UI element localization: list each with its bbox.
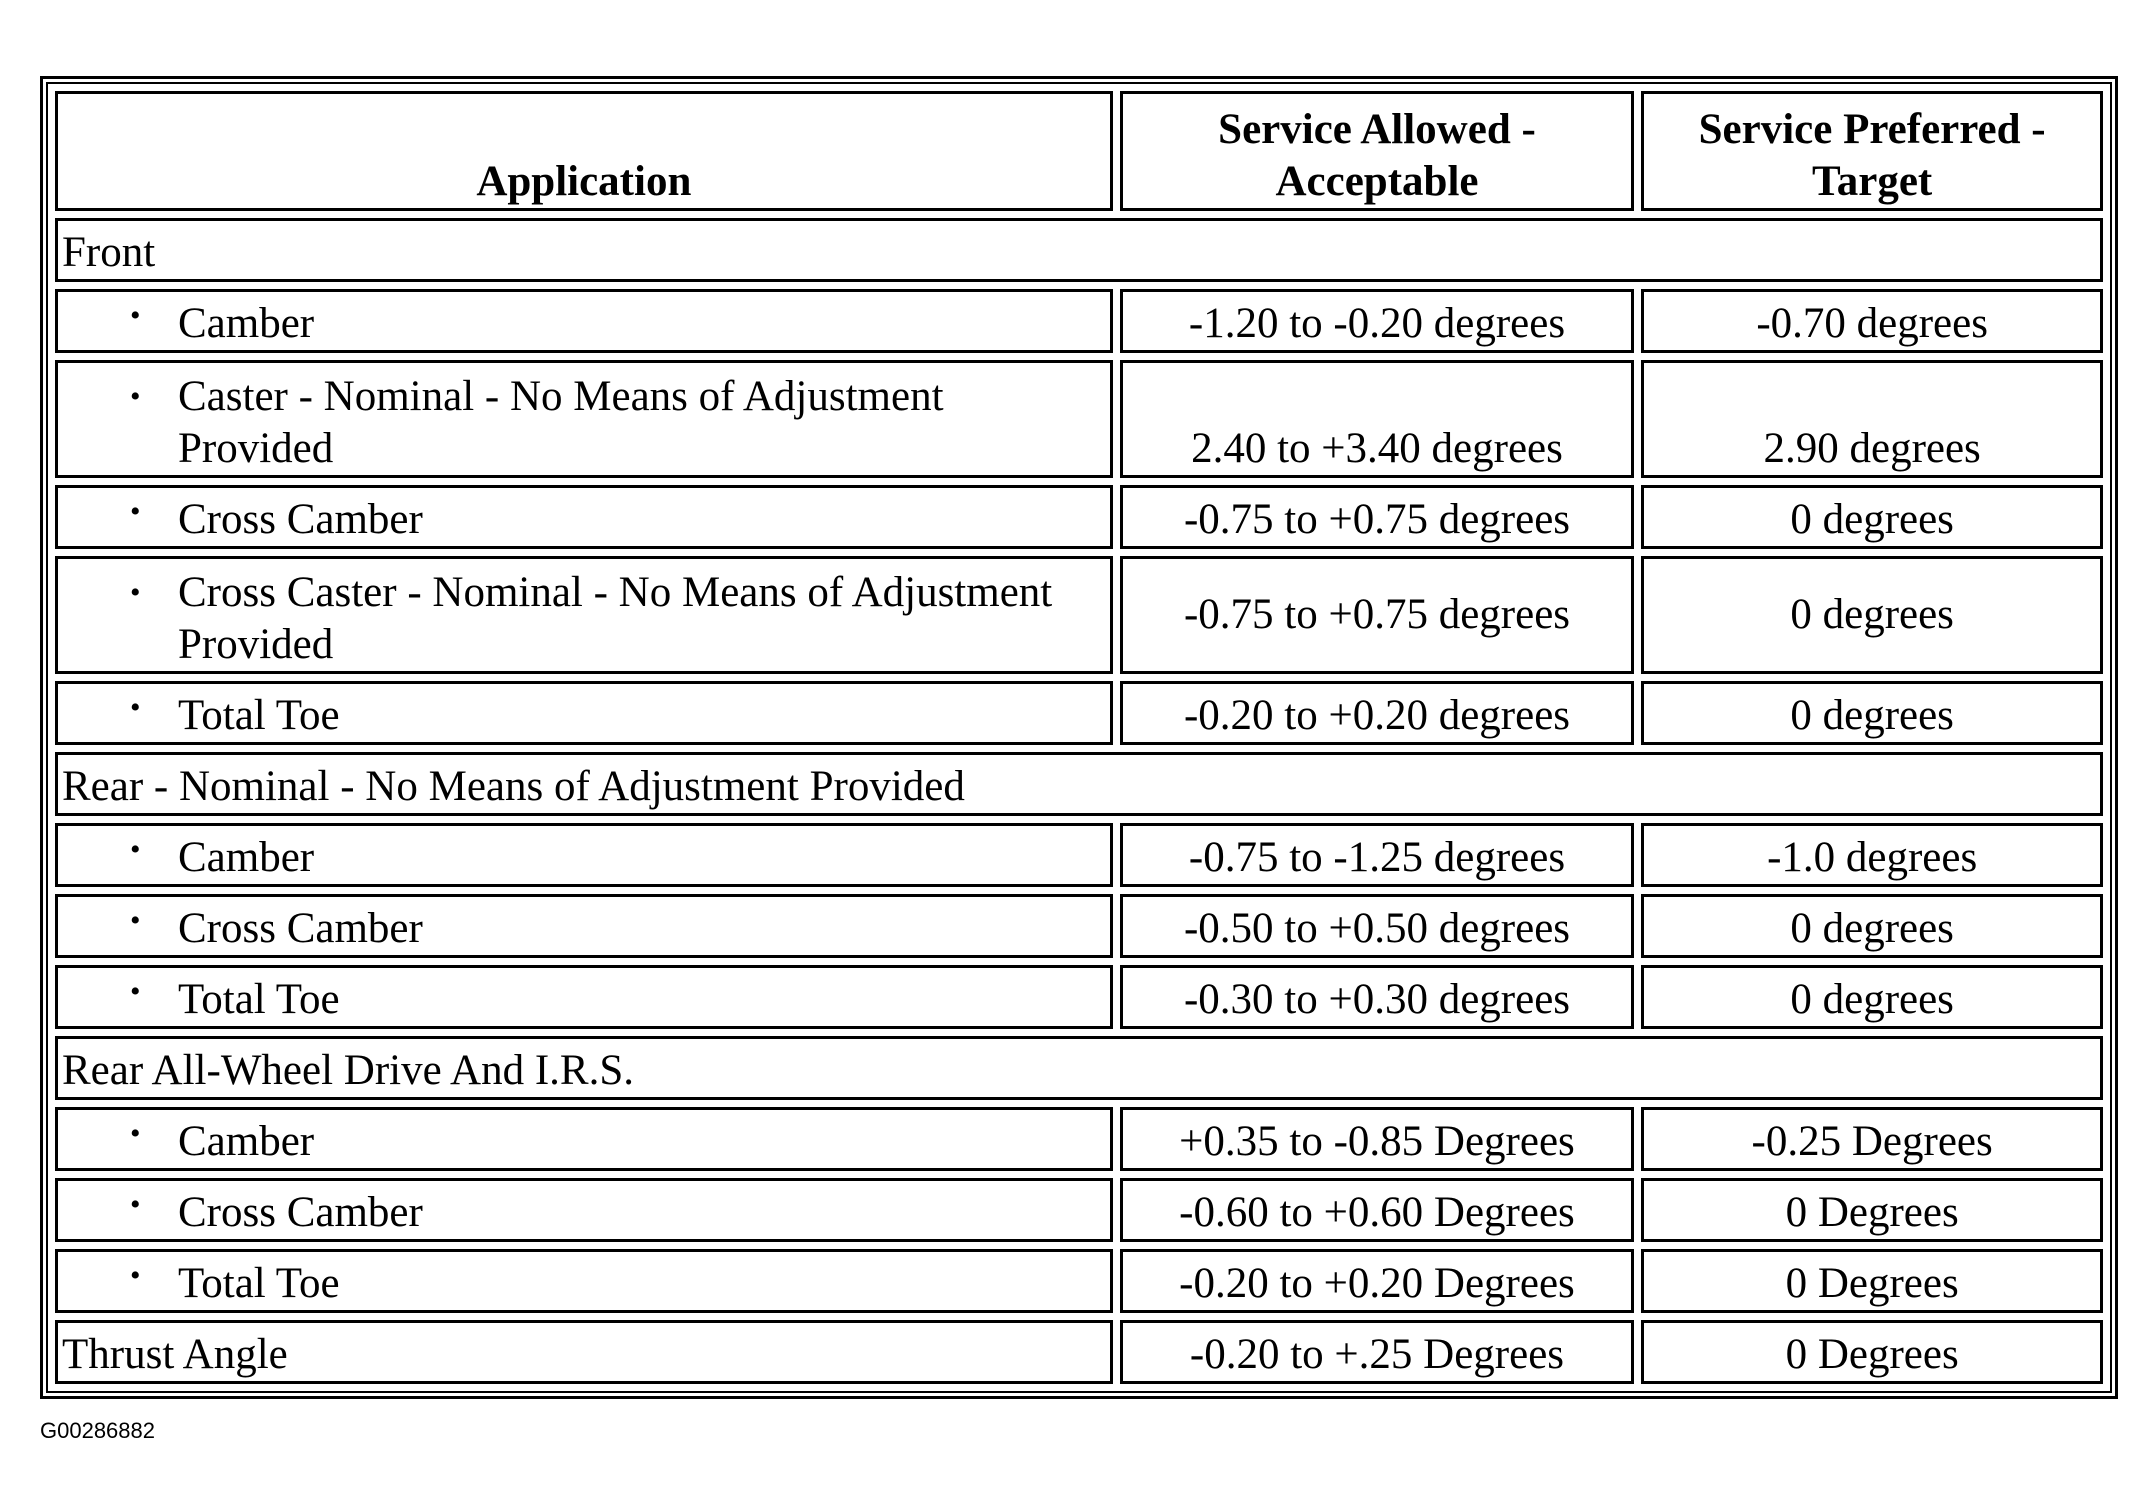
section-title: Front bbox=[55, 218, 2103, 282]
header-application: Application bbox=[55, 91, 1113, 211]
row-label-text: Total Toe bbox=[178, 692, 340, 739]
bullet-icon: • bbox=[130, 833, 141, 866]
table-row: • Camber +0.35 to -0.85 Degrees -0.25 Degre… bbox=[55, 1107, 2103, 1171]
table-row: • Cross Camber -0.60 to +0.60 Degrees 0 Deg… bbox=[55, 1178, 2103, 1242]
allowed-value: -0.20 to +0.20 degrees bbox=[1119, 681, 1635, 745]
allowed-value: -0.75 to -1.25 degrees bbox=[1119, 823, 1635, 887]
bullet-icon: • bbox=[130, 495, 141, 528]
table-row: • Camber -0.75 to -1.25 degrees -1.0 degree… bbox=[55, 823, 2103, 887]
preferred-value: 0 degrees bbox=[1641, 556, 2103, 674]
thrust-row: Thrust Angle -0.20 to +.25 Degrees 0 Degre… bbox=[55, 1320, 2103, 1384]
preferred-value: 0 degrees bbox=[1641, 965, 2103, 1029]
row-label: • Caster - Nominal - No Means of Adjustme… bbox=[55, 360, 1113, 478]
allowed-value: +0.35 to -0.85 Degrees bbox=[1119, 1107, 1635, 1171]
row-label-text: Cross Camber bbox=[178, 1189, 423, 1236]
header-row: Application Service Allowed - Acceptable… bbox=[55, 91, 2103, 211]
row-label: • Total Toe bbox=[55, 1249, 1113, 1313]
preferred-value: 2.90 degrees bbox=[1641, 360, 2103, 478]
table-row: • Total Toe -0.30 to +0.30 degrees 0 degree… bbox=[55, 965, 2103, 1029]
alignment-spec-table: Application Service Allowed - Acceptable… bbox=[46, 82, 2112, 1393]
preferred-value: -0.70 degrees bbox=[1641, 289, 2103, 353]
preferred-value: 0 degrees bbox=[1641, 681, 2103, 745]
bullet-icon: • bbox=[130, 1259, 141, 1292]
row-label-text: Total Toe bbox=[178, 1260, 340, 1307]
allowed-value: -0.20 to +.25 Degrees bbox=[1119, 1320, 1635, 1384]
thrust-label: Thrust Angle bbox=[55, 1320, 1113, 1384]
row-label-text: Camber bbox=[178, 300, 315, 347]
row-label-text: Camber bbox=[178, 834, 315, 881]
bullet-icon: • bbox=[130, 576, 141, 609]
section-row: Front bbox=[55, 218, 2103, 282]
row-label: • Camber bbox=[55, 289, 1113, 353]
row-label: • Camber bbox=[55, 1107, 1113, 1171]
header-preferred: Service Preferred - Target bbox=[1641, 91, 2103, 211]
table-body: Front • Camber -1.20 to -0.20 degrees -0.70 … bbox=[55, 218, 2103, 1384]
header-allowed: Service Allowed - Acceptable bbox=[1119, 91, 1635, 211]
bullet-icon: • bbox=[130, 691, 141, 724]
preferred-value: -0.25 Degrees bbox=[1641, 1107, 2103, 1171]
preferred-value: 0 degrees bbox=[1641, 894, 2103, 958]
bullet-icon: • bbox=[130, 380, 141, 413]
table-row: • Cross Camber -0.75 to +0.75 degrees 0 deg… bbox=[55, 485, 2103, 549]
bullet-icon: • bbox=[130, 1117, 141, 1150]
figure-id: G00286882 bbox=[40, 1418, 155, 1443]
row-label-text: Camber bbox=[178, 1118, 315, 1165]
row-label: • Total Toe bbox=[55, 681, 1113, 745]
allowed-value: -0.75 to +0.75 degrees bbox=[1119, 556, 1635, 674]
allowed-value: 2.40 to +3.40 degrees bbox=[1119, 360, 1635, 478]
preferred-value: 0 Degrees bbox=[1641, 1178, 2103, 1242]
allowed-value: -0.50 to +0.50 degrees bbox=[1119, 894, 1635, 958]
table-row: • Caster - Nominal - No Means of Adjustme… bbox=[55, 360, 2103, 478]
table-row: • Total Toe -0.20 to +0.20 Degrees 0 Degree… bbox=[55, 1249, 2103, 1313]
table-row: • Camber -1.20 to -0.20 degrees -0.70 degre… bbox=[55, 289, 2103, 353]
preferred-value: -1.0 degrees bbox=[1641, 823, 2103, 887]
bullet-icon: • bbox=[130, 975, 141, 1008]
table-row: • Cross Camber -0.50 to +0.50 degrees 0 deg… bbox=[55, 894, 2103, 958]
alignment-spec-table-frame: Application Service Allowed - Acceptable… bbox=[40, 76, 2118, 1399]
preferred-value: 0 degrees bbox=[1641, 485, 2103, 549]
allowed-value: -1.20 to -0.20 degrees bbox=[1119, 289, 1635, 353]
row-label: • Cross Camber bbox=[55, 894, 1113, 958]
preferred-value: 0 Degrees bbox=[1641, 1249, 2103, 1313]
row-label: • Cross Camber bbox=[55, 1178, 1113, 1242]
bullet-icon: • bbox=[130, 1188, 141, 1221]
section-row: Rear - Nominal - No Means of Adjustment … bbox=[55, 752, 2103, 816]
section-title: Rear - Nominal - No Means of Adjustment … bbox=[55, 752, 2103, 816]
row-label-text: Cross Camber bbox=[178, 496, 423, 543]
row-label-text: Cross Caster - Nominal - No Means of Adj… bbox=[178, 569, 1053, 668]
allowed-value: -0.60 to +0.60 Degrees bbox=[1119, 1178, 1635, 1242]
allowed-value: -0.30 to +0.30 degrees bbox=[1119, 965, 1635, 1029]
table-row: • Total Toe -0.20 to +0.20 degrees 0 degree… bbox=[55, 681, 2103, 745]
row-label-text: Total Toe bbox=[178, 976, 340, 1023]
table-row: • Cross Caster - Nominal - No Means of Ad… bbox=[55, 556, 2103, 674]
bullet-icon: • bbox=[130, 904, 141, 937]
preferred-value: 0 Degrees bbox=[1641, 1320, 2103, 1384]
row-label: • Total Toe bbox=[55, 965, 1113, 1029]
allowed-value: -0.20 to +0.20 Degrees bbox=[1119, 1249, 1635, 1313]
section-title: Rear All-Wheel Drive And I.R.S. bbox=[55, 1036, 2103, 1100]
section-row: Rear All-Wheel Drive And I.R.S. bbox=[55, 1036, 2103, 1100]
row-label-text: Cross Camber bbox=[178, 905, 423, 952]
row-label: • Camber bbox=[55, 823, 1113, 887]
row-label-text: Caster - Nominal - No Means of Adjustmen… bbox=[178, 373, 944, 472]
row-label: • Cross Camber bbox=[55, 485, 1113, 549]
allowed-value: -0.75 to +0.75 degrees bbox=[1119, 485, 1635, 549]
row-label: • Cross Caster - Nominal - No Means of Ad… bbox=[55, 556, 1113, 674]
bullet-icon: • bbox=[130, 299, 141, 332]
